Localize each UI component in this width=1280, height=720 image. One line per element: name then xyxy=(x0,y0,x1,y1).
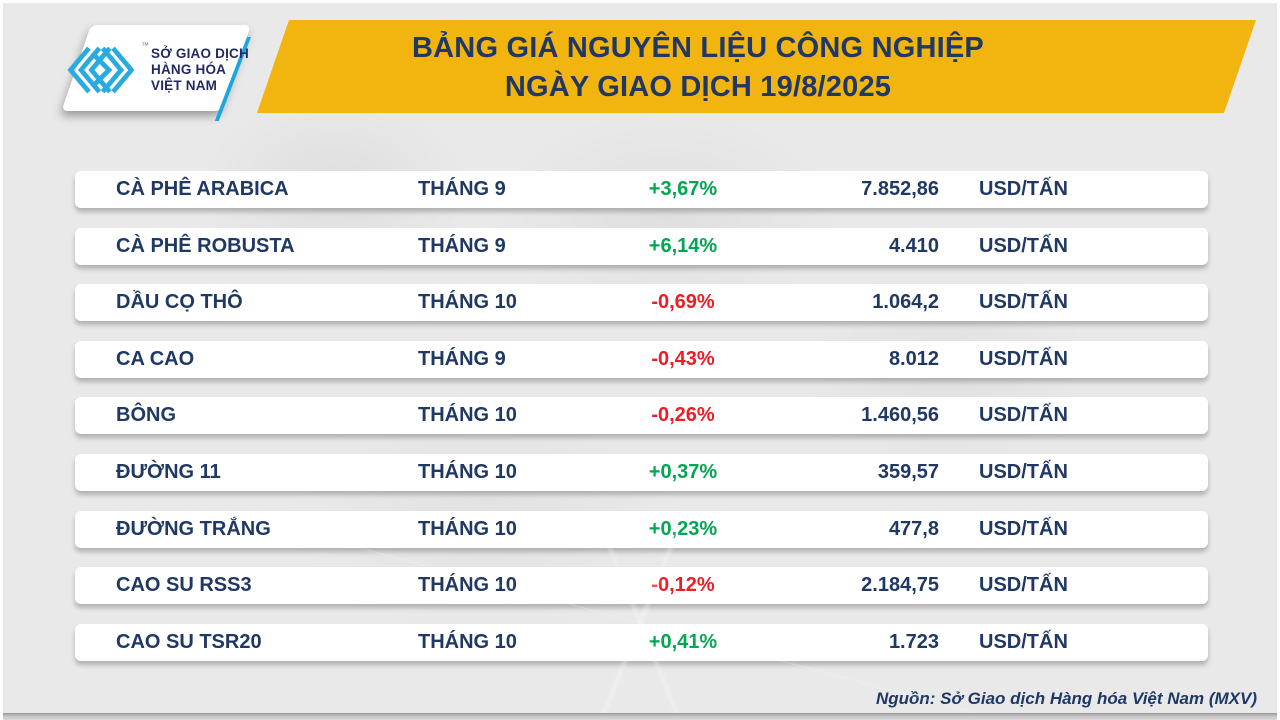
change-percent: -0,69% xyxy=(651,291,715,314)
contract-month: THÁNG 10 xyxy=(418,630,517,653)
price-value: 477,8 xyxy=(888,517,939,540)
table-row: CÀ PHÊ ARABICA THÁNG 9 +3,67% 7.852,86 U… xyxy=(75,171,1208,208)
commodity-name: CAO SU TSR20 xyxy=(116,630,262,653)
contract-month: THÁNG 10 xyxy=(418,404,517,427)
price-unit: USD/TẤN xyxy=(979,404,1068,427)
logo-text: SỞ GIAO DỊCH HÀNG HÓA VIỆT NAM xyxy=(151,46,249,94)
trademark-symbol: ™ xyxy=(141,41,149,50)
table-row: ĐƯỜNG 11 THÁNG 10 +0,37% 359,57 USD/TẤN xyxy=(75,453,1208,491)
price-value: 2.184,75 xyxy=(861,574,939,597)
commodity-name: ĐƯỜNG 11 xyxy=(116,460,221,483)
contract-month: THÁNG 10 xyxy=(418,517,517,540)
price-unit: USD/TẤN xyxy=(979,460,1068,483)
change-percent: +0,23% xyxy=(648,517,718,540)
page-title: BẢNG GIÁ NGUYÊN LIỆU CÔNG NGHIỆP NGÀY GI… xyxy=(273,29,1123,107)
change-percent: +0,41% xyxy=(648,630,718,653)
mxv-chevron-icon xyxy=(67,46,135,94)
logo-text-line1: SỞ GIAO DỊCH xyxy=(151,46,249,61)
price-value: 1.460,56 xyxy=(861,404,939,427)
price-unit: USD/TẤN xyxy=(979,291,1068,314)
commodity-name: ĐƯỜNG TRẮNG xyxy=(116,517,271,540)
change-percent: +3,67% xyxy=(648,178,718,200)
price-value: 1.064,2 xyxy=(872,291,939,314)
commodity-name: CA CAO xyxy=(116,347,195,370)
table-row: CÀ PHÊ ROBUSTA THÁNG 9 +6,14% 4.410 USD/… xyxy=(75,227,1208,265)
commodity-name: BÔNG xyxy=(116,404,176,427)
bottom-shadow-strip xyxy=(3,713,1277,720)
contract-month: THÁNG 9 xyxy=(418,347,506,370)
change-percent: -0,12% xyxy=(651,574,715,597)
page-title-line1: BẢNG GIÁ NGUYÊN LIỆU CÔNG NGHIỆP xyxy=(412,32,984,64)
contract-month: THÁNG 10 xyxy=(418,574,517,597)
commodity-name: CAO SU RSS3 xyxy=(116,574,252,597)
logo-text-line2: HÀNG HÓA xyxy=(151,62,227,77)
commodity-name: CÀ PHÊ ROBUSTA xyxy=(116,234,295,257)
price-unit: USD/TẤN xyxy=(979,517,1068,540)
price-value: 7.852,86 xyxy=(861,178,939,200)
price-unit: USD/TẤN xyxy=(979,234,1068,257)
table-row: ĐƯỜNG TRẮNG THÁNG 10 +0,23% 477,8 USD/TẤ… xyxy=(75,510,1208,548)
table-row: BÔNG THÁNG 10 -0,26% 1.460,56 USD/TẤN xyxy=(75,397,1208,435)
table-row: CA CAO THÁNG 9 -0,43% 8.012 USD/TẤN xyxy=(75,340,1208,378)
page-title-line2: NGÀY GIAO DỊCH 19/8/2025 xyxy=(504,71,892,103)
price-value: 1.723 xyxy=(888,630,939,653)
table-row: CAO SU RSS3 THÁNG 10 -0,12% 2.184,75 USD… xyxy=(75,567,1208,605)
price-unit: USD/TẤN xyxy=(979,178,1068,200)
price-value: 4.410 xyxy=(888,234,939,257)
price-unit: USD/TẤN xyxy=(979,574,1068,597)
table-row: DẦU CỌ THÔ THÁNG 10 -0,69% 1.064,2 USD/T… xyxy=(75,284,1208,322)
contract-month: THÁNG 10 xyxy=(418,291,517,314)
change-percent: +6,14% xyxy=(648,234,718,257)
source-attribution: Nguồn: Sở Giao dịch Hàng hóa Việt Nam (M… xyxy=(875,689,1257,708)
table-row: CAO SU TSR20 THÁNG 10 +0,41% 1.723 USD/T… xyxy=(75,623,1208,661)
price-unit: USD/TẤN xyxy=(979,630,1068,653)
price-table: CÀ PHÊ ARABICA THÁNG 9 +3,67% 7.852,86 U… xyxy=(75,171,1208,661)
commodity-name: CÀ PHÊ ARABICA xyxy=(116,178,289,200)
logo: ™ SỞ GIAO DỊCH HÀNG HÓA VIỆT NAM xyxy=(61,39,249,101)
contract-month: THÁNG 9 xyxy=(418,178,506,200)
contract-month: THÁNG 10 xyxy=(418,460,517,483)
price-unit: USD/TẤN xyxy=(979,347,1068,370)
contract-month: THÁNG 9 xyxy=(418,234,506,257)
page-background: ™ SỞ GIAO DỊCH HÀNG HÓA VIỆT NAM BẢNG GI… xyxy=(3,3,1277,713)
change-percent: +0,37% xyxy=(648,460,718,483)
price-value: 8.012 xyxy=(888,347,939,370)
logo-text-line3: VIỆT NAM xyxy=(151,78,218,93)
change-percent: -0,43% xyxy=(651,347,715,370)
change-percent: -0,26% xyxy=(651,404,715,427)
price-value: 359,57 xyxy=(877,460,939,483)
commodity-name: DẦU CỌ THÔ xyxy=(116,291,243,314)
